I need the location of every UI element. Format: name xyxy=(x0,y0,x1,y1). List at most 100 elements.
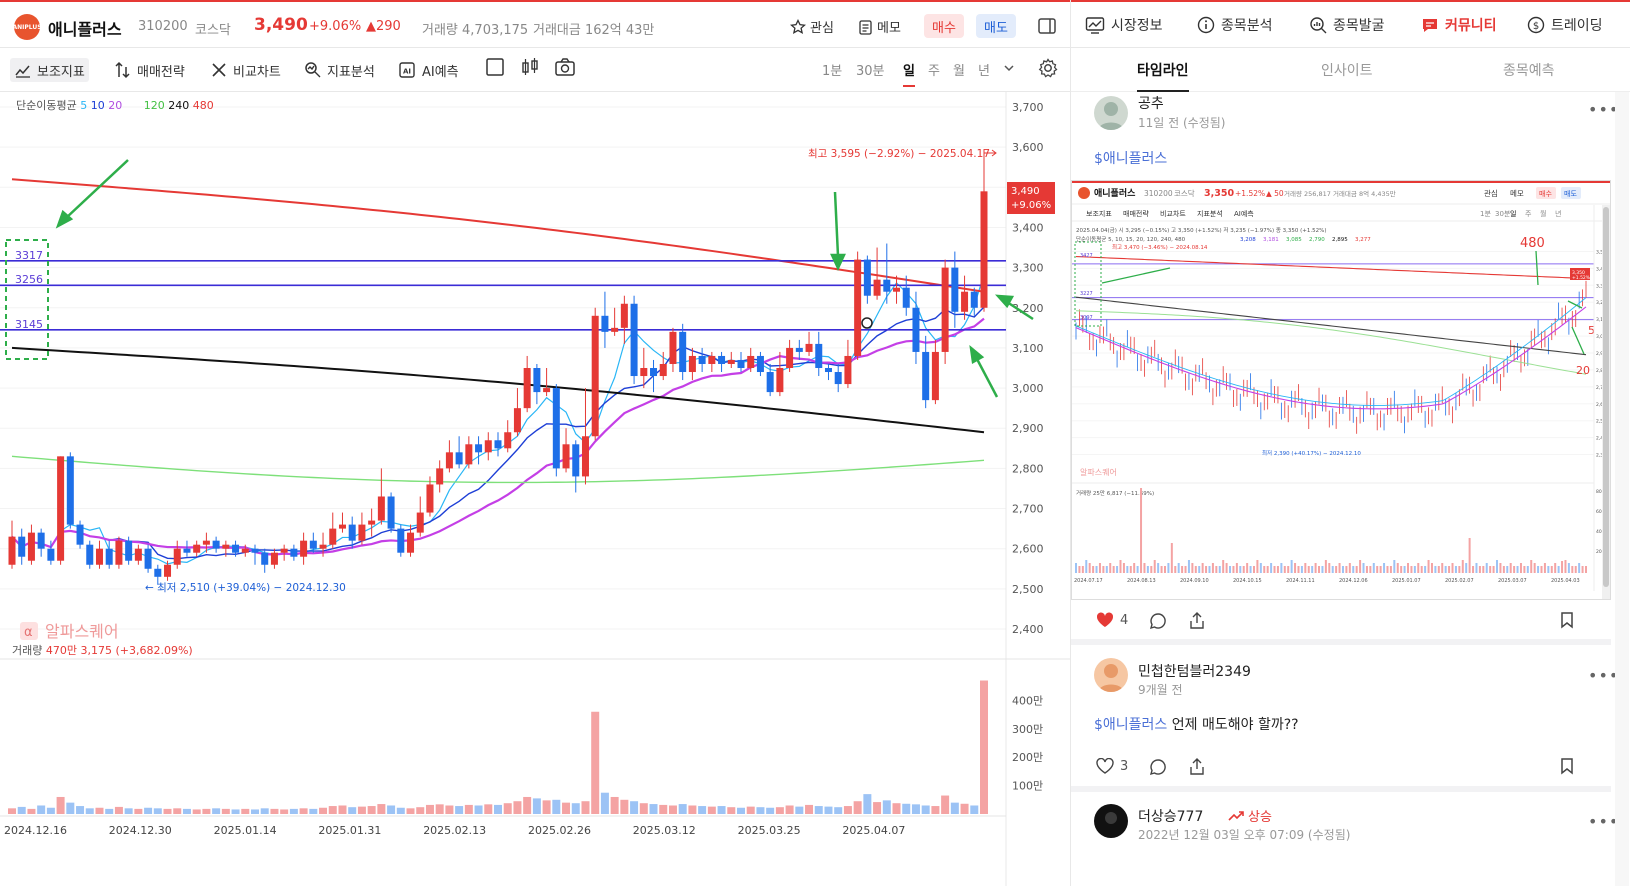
candle xyxy=(397,524,405,557)
volume-bar xyxy=(717,806,726,814)
post-image-chart: 애니플러스 310200 코스닥 3,350 +1.52% ▲ 50 거래량 2… xyxy=(1072,181,1610,599)
period-1min[interactable]: 1분 xyxy=(822,64,843,79)
period-30min[interactable]: 30분 xyxy=(856,64,885,79)
volume-bar xyxy=(387,805,396,814)
star-icon xyxy=(790,18,806,34)
panel-toggle-icon[interactable] xyxy=(1037,16,1057,36)
tab-community[interactable]: 커뮤니티 xyxy=(1421,15,1497,35)
embedded-volume-bar xyxy=(1461,560,1464,573)
more-options-icon[interactable]: ••• xyxy=(1588,100,1620,119)
embedded-sell: 매도 xyxy=(1564,190,1577,198)
candle xyxy=(183,540,191,557)
chevron-down-icon[interactable] xyxy=(1003,63,1015,73)
embedded-volume-bar xyxy=(1437,566,1440,573)
candle xyxy=(416,496,424,537)
candle-body xyxy=(601,315,609,332)
avatar[interactable] xyxy=(1094,804,1128,838)
candle-body xyxy=(183,548,191,553)
embedded-ma240 xyxy=(1075,296,1587,356)
more-options-icon[interactable]: ••• xyxy=(1588,812,1620,831)
tab-stock-discovery[interactable]: 종목발굴 xyxy=(1309,15,1385,35)
period-week[interactable]: 주 xyxy=(928,64,940,79)
embedded-volume-bar xyxy=(1232,566,1235,573)
volume-label: 거래량 xyxy=(422,23,458,38)
post-image[interactable]: 애니플러스 310200 코스닥 3,350 +1.52% ▲ 50 거래량 2… xyxy=(1071,180,1611,600)
settings-gear-icon[interactable] xyxy=(1037,57,1059,79)
embedded-volume-bar xyxy=(1410,566,1413,573)
tab-market-info-label: 시장정보 xyxy=(1111,18,1163,34)
candle-body xyxy=(718,355,726,364)
subtab-insight[interactable]: 인사이트 xyxy=(1321,63,1373,79)
price-chart[interactable]: 3,7003,6003,5003,4003,3003,2003,1003,000… xyxy=(0,92,1070,886)
camera-icon[interactable] xyxy=(554,57,576,77)
like-button[interactable]: 4 xyxy=(1096,612,1128,628)
volume-bar xyxy=(114,806,123,814)
subtab-timeline[interactable]: 타임라인 xyxy=(1137,60,1189,92)
sell-button[interactable]: 매도 xyxy=(976,14,1016,38)
period-day[interactable]: 일 xyxy=(903,60,915,87)
watch-button[interactable]: 관심 xyxy=(790,17,834,36)
post-author[interactable]: 더상승777 xyxy=(1138,809,1204,825)
candle-body xyxy=(76,524,84,545)
volume-bar xyxy=(746,806,755,814)
candle-body xyxy=(436,468,444,485)
sentiment-label: 상승 xyxy=(1248,810,1272,825)
embedded-volume-bar xyxy=(1098,563,1101,573)
subtab-prediction[interactable]: 종목예측 xyxy=(1503,63,1555,79)
memo-button[interactable]: 메모 xyxy=(858,17,901,36)
comment-icon[interactable] xyxy=(1149,612,1167,630)
ma240-line xyxy=(11,346,985,434)
avatar[interactable] xyxy=(1094,96,1128,130)
ma-legend-240: 240 xyxy=(168,99,189,112)
tab-market-info[interactable]: 시장정보 xyxy=(1085,15,1163,35)
candle-type-icon[interactable] xyxy=(520,57,540,77)
candle-body xyxy=(611,327,619,332)
strategy-button[interactable]: 매매전략 xyxy=(110,58,189,82)
candle-body xyxy=(815,343,823,368)
share-icon[interactable] xyxy=(1188,611,1206,630)
y-tick-label: 3,300 xyxy=(1012,262,1044,275)
candle-body xyxy=(416,512,424,533)
period-year[interactable]: 년 xyxy=(978,64,990,79)
stock-tag[interactable]: $애니플러스 xyxy=(1094,717,1168,733)
period-month[interactable]: 월 xyxy=(953,64,965,79)
candle xyxy=(766,363,774,397)
embedded-volume-bar xyxy=(1355,566,1358,573)
candle xyxy=(232,540,240,557)
candle-body xyxy=(407,532,415,553)
embedded-volume-bar xyxy=(1547,566,1550,573)
share-icon[interactable] xyxy=(1188,757,1206,776)
ai-predict-button[interactable]: AI AI예측 xyxy=(393,58,463,82)
scrollbar[interactable] xyxy=(1615,92,1629,886)
embedded-volume-bar xyxy=(1215,566,1218,573)
candle-body xyxy=(581,436,589,477)
avatar[interactable] xyxy=(1094,658,1128,692)
post-author[interactable]: 공추 xyxy=(1138,96,1164,112)
candle xyxy=(844,339,852,389)
indicator-button[interactable]: 보조지표 xyxy=(10,58,89,82)
bookmark-icon[interactable] xyxy=(1559,757,1575,775)
candle xyxy=(465,436,473,469)
buy-button[interactable]: 매수 xyxy=(924,14,964,38)
embedded-volume-bar xyxy=(1369,566,1372,573)
like-button[interactable]: 3 xyxy=(1096,758,1128,774)
tab-stock-analysis[interactable]: 종목분석 xyxy=(1197,15,1273,35)
stock-name[interactable]: 애니플러스 xyxy=(48,20,122,39)
compare-button[interactable]: 비교차트 xyxy=(206,58,285,82)
more-options-icon[interactable]: ••• xyxy=(1588,666,1620,685)
embedded-x-tick: 2024.07.17 xyxy=(1074,578,1103,584)
stock-tag[interactable]: $애니플러스 xyxy=(1094,151,1168,167)
bookmark-icon[interactable] xyxy=(1559,611,1575,629)
analysis-button[interactable]: 지표분석 xyxy=(300,58,379,82)
tab-trading[interactable]: $ 트레이딩 xyxy=(1527,15,1603,35)
volume-bar xyxy=(289,808,298,814)
volume-bar xyxy=(27,808,36,814)
checkbox-icon[interactable] xyxy=(485,57,505,77)
comment-icon[interactable] xyxy=(1149,758,1167,776)
candle-body xyxy=(86,544,94,565)
candle-body xyxy=(543,388,551,393)
candle xyxy=(980,149,988,312)
post-author[interactable]: 민첩한텀블러2349 xyxy=(1138,664,1251,680)
candle xyxy=(222,540,230,557)
candle xyxy=(212,536,220,553)
